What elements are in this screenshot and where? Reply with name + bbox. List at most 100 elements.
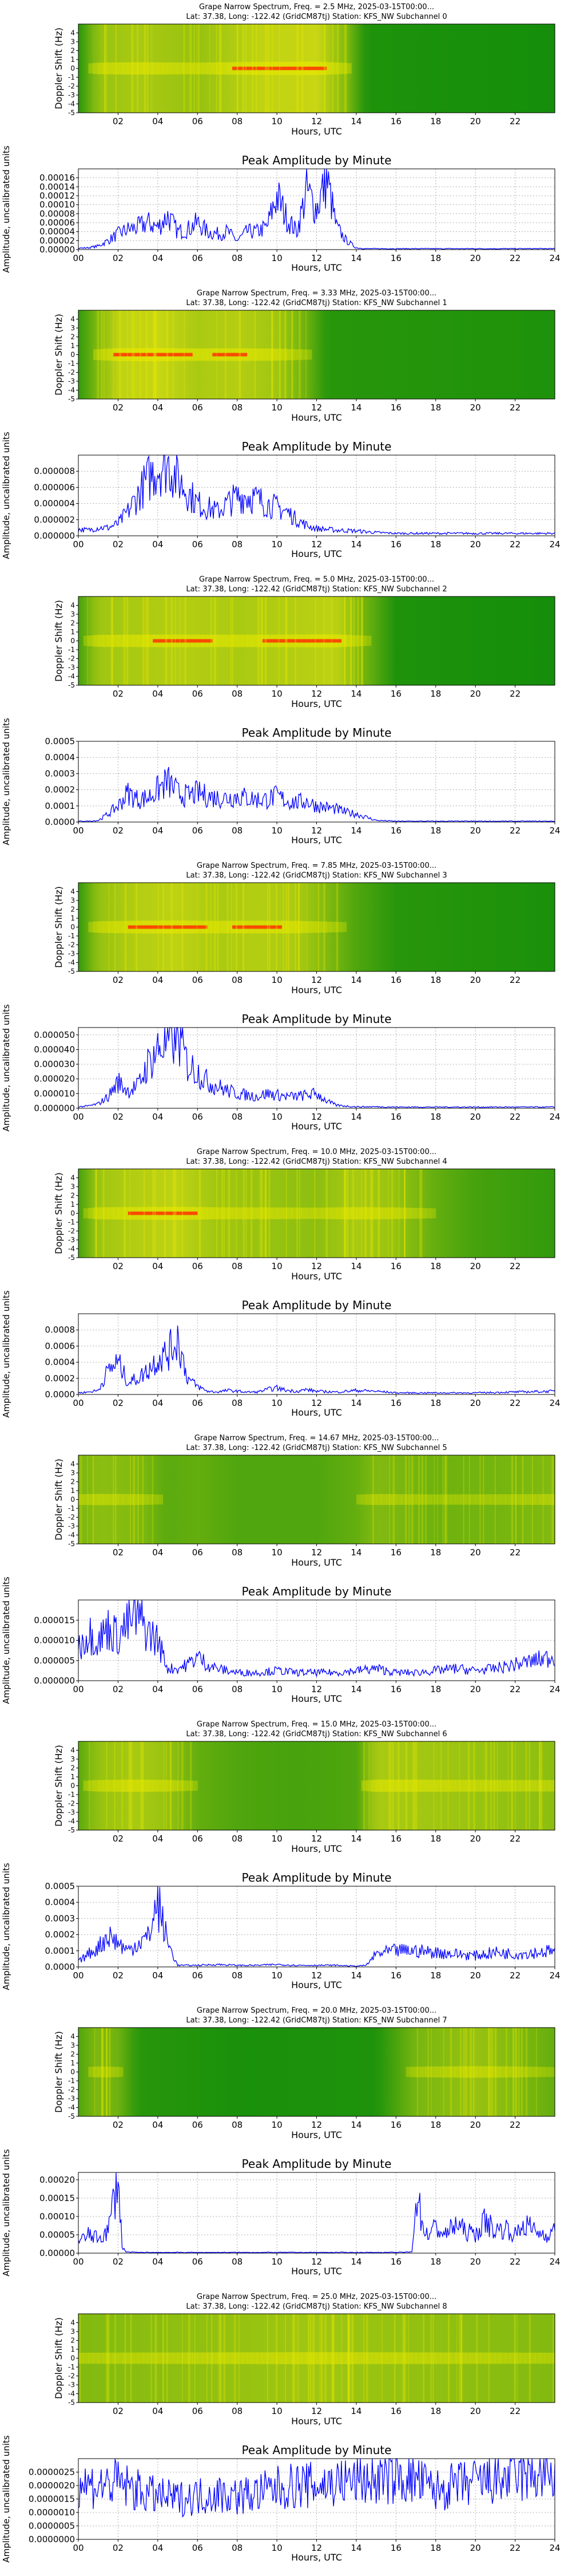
spectrogram-streak: [285, 596, 287, 685]
spectrogram-streak: [223, 1169, 225, 1258]
spectrogram-band: [490, 1780, 496, 1792]
doppler-tick-label: -4: [68, 100, 75, 108]
spectrogram-band-core: [162, 1211, 168, 1215]
spectrogram-streak: [144, 1169, 145, 1258]
spectrogram-band-core: [267, 925, 272, 929]
spectrogram-band: [386, 1779, 392, 1792]
spectrogram-band: [123, 1494, 129, 1506]
spectrogram-ylabel: Doppler Shift (Hz): [53, 314, 64, 396]
spectrogram-band: [148, 1494, 153, 1505]
spectrogram-band: [386, 2352, 392, 2364]
spectrogram-band: [431, 2352, 436, 2364]
spectrogram-band: [157, 1780, 164, 1792]
spectrogram-band-core: [262, 639, 268, 643]
spectrogram-band: [391, 1494, 396, 1505]
spectrogram-x-tick-label: 10: [272, 402, 283, 413]
amplitude-x-tick-label: 14: [351, 1398, 362, 1408]
amplitude-title: Peak Amplitude by Minute: [242, 1298, 392, 1312]
spectrogram-streak: [210, 883, 212, 971]
amplitude-x-tick-label: 16: [391, 2257, 402, 2267]
spectrogram-band: [113, 1207, 118, 1220]
spectrogram-streak: [110, 596, 113, 685]
spectrogram-streak: [130, 1741, 133, 1830]
spectrogram-streak: [460, 2314, 463, 2403]
spectrogram-band: [386, 1207, 392, 1219]
spectrogram-x-tick-label: 16: [391, 1261, 402, 1271]
spectrogram-x-tick-label: 10: [272, 116, 283, 127]
spectrogram-x-tick-label: 08: [232, 116, 243, 127]
spectrogram-streak: [145, 596, 147, 685]
spectrogram-streak: [484, 1741, 487, 1830]
spectrogram-streak: [483, 1455, 484, 1544]
spectrogram-band: [356, 1207, 362, 1220]
amplitude-x-tick-label: 04: [152, 253, 163, 263]
spectrogram-streak: [515, 1455, 517, 1544]
spectrogram-streak: [364, 1169, 367, 1258]
spectrogram-band: [321, 921, 327, 933]
spectrogram-streak: [114, 883, 116, 971]
spectrogram-band: [356, 635, 362, 647]
spectrogram-band-core: [222, 353, 228, 357]
spectrogram-x-tick-label: 04: [152, 402, 163, 413]
amplitude-x-tick-label: 18: [430, 1112, 441, 1122]
spectrogram-panel: Grape Narrow Spectrum, Freq. = 15.0 MHz,…: [53, 1720, 555, 1854]
spectrogram-band: [376, 1494, 382, 1506]
spectrogram-band-core: [177, 639, 183, 643]
spectrogram-streak: [463, 2028, 465, 2116]
spectrogram-streak: [213, 596, 216, 685]
spectrogram-streak: [154, 2314, 157, 2403]
spectrogram-band: [416, 2067, 422, 2077]
amplitude-x-tick-label: 24: [549, 2257, 560, 2267]
spectrogram-band: [128, 634, 133, 647]
amplitude-x-tick-label: 10: [272, 1112, 283, 1122]
spectrogram-band-core: [182, 925, 188, 929]
spectrogram-x-tick-label: 04: [152, 1261, 163, 1271]
amplitude-x-tick-label: 10: [272, 825, 283, 836]
spectrogram-band: [197, 348, 203, 361]
doppler-tick-label: -4: [68, 2104, 75, 2112]
spectrogram-band: [202, 348, 208, 361]
spectrogram-streak: [129, 1455, 131, 1544]
spectrogram-band: [316, 1207, 322, 1219]
spectrogram-band: [227, 62, 233, 75]
spectrogram-band: [172, 2352, 178, 2364]
amplitude-series-line: [78, 767, 555, 822]
spectrogram-title: Grape Narrow Spectrum, Freq. = 3.33 MHz,…: [197, 289, 436, 298]
spectrogram-streak: [539, 1741, 541, 1830]
amplitude-panel: Peak Amplitude by Minute 0.000000 0.000005…: [1, 1577, 561, 1704]
spectrogram-panel: Grape Narrow Spectrum, Freq. = 7.85 MHz,…: [53, 862, 555, 995]
spectrogram-streak: [405, 1741, 408, 1830]
amplitude-panel: Peak Amplitude by Minute 0.0000 0.0001 0.00…: [1, 718, 561, 846]
amplitude-y-tick-label: 0.0004: [45, 1357, 76, 1368]
amplitude-xlabel: Hours, UTC: [291, 2266, 342, 2277]
doppler-tick-label: 0: [70, 351, 75, 359]
spectrogram-band-core: [307, 639, 312, 643]
spectrogram-x-tick-label: 06: [192, 116, 203, 127]
spectrogram-streak: [279, 310, 281, 399]
spectrogram-streak: [182, 2314, 183, 2403]
spectrogram-band: [262, 1207, 268, 1219]
amplitude-title: Peak Amplitude by Minute: [242, 2157, 392, 2171]
spectrogram-band: [88, 922, 94, 933]
spectrogram-band: [351, 2352, 357, 2364]
spectrogram-x-tick-label: 10: [272, 689, 283, 699]
spectrogram-streak: [150, 2314, 152, 2403]
spectrogram-subtitle: Lat: 37.38, Long: -122.42 (GridCM87tj) S…: [186, 13, 447, 21]
spectrogram-band: [520, 2352, 526, 2364]
spectrogram-band: [192, 2352, 198, 2364]
spectrogram-band-core: [172, 925, 178, 929]
amplitude-x-tick-label: 08: [232, 1112, 243, 1122]
spectrogram-band: [371, 1207, 377, 1220]
spectrogram-streak: [296, 24, 299, 113]
spectrogram-streak: [166, 310, 169, 399]
doppler-tick-label: 1: [70, 914, 75, 922]
spectrogram-band: [307, 1207, 312, 1219]
spectrogram-streak: [348, 2314, 351, 2403]
spectrogram-x-tick-label: 10: [272, 2406, 283, 2416]
amplitude-x-tick-label: 12: [311, 1684, 322, 1694]
spectrogram-band: [341, 1207, 347, 1220]
doppler-tick-label: 0: [70, 1496, 75, 1504]
spectrogram-streak: [141, 1741, 144, 1830]
spectrogram-streak: [344, 24, 346, 113]
spectrogram-band-core: [162, 925, 168, 929]
